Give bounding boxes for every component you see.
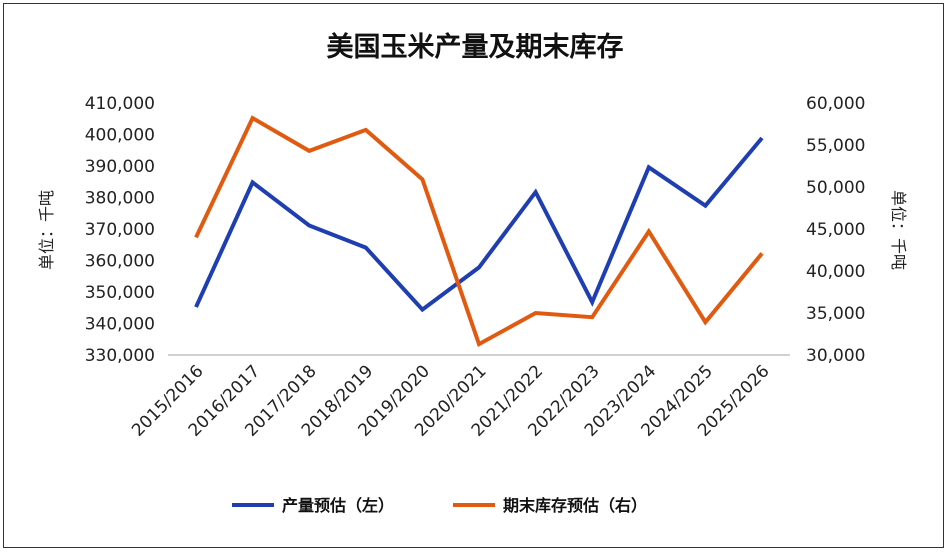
series-line-0 [194, 136, 764, 313]
left-tick-label: 370,000 [85, 220, 155, 240]
right-tick-label: 60,000 [806, 94, 865, 114]
right-tick-label: 50,000 [806, 178, 865, 198]
left-tick-label: 400,000 [85, 126, 155, 146]
right-tick-label: 40,000 [806, 262, 865, 282]
right-tick-label: 45,000 [806, 220, 865, 240]
legend: 产量预估（左） 期末库存预估（右） [232, 496, 647, 515]
left-tick-label: 340,000 [85, 315, 155, 335]
left-tick-label: 330,000 [85, 346, 155, 366]
left-axis-label: 单位：千吨 [37, 190, 56, 270]
series-group [194, 115, 764, 347]
left-tick-label: 380,000 [85, 189, 155, 209]
chart-frame [3, 3, 944, 548]
left-tick-label: 410,000 [85, 94, 155, 114]
right-tick-label: 55,000 [806, 136, 865, 156]
left-tick-label: 390,000 [85, 157, 155, 177]
left-tick-label: 360,000 [85, 252, 155, 272]
right-axis: 30,000 35,000 40,000 45,000 50,000 55,000 60,0… [806, 94, 865, 366]
left-axis: 330,000 340,000 350,000 360,000 370,000 380,0… [85, 94, 155, 366]
chart-title: 美国玉米产量及期末库存 [327, 31, 624, 63]
x-axis: 2015/20162016/20172017/20182018/20192019… [128, 361, 773, 440]
series-line-1 [194, 115, 764, 347]
left-tick-label: 350,000 [85, 283, 155, 303]
right-tick-label: 30,000 [806, 346, 865, 366]
right-axis-label: 单位：千吨 [889, 190, 908, 270]
legend-label: 期末库存预估（右） [503, 496, 647, 515]
legend-label: 产量预估（左） [282, 496, 394, 515]
right-tick-label: 35,000 [806, 304, 865, 324]
